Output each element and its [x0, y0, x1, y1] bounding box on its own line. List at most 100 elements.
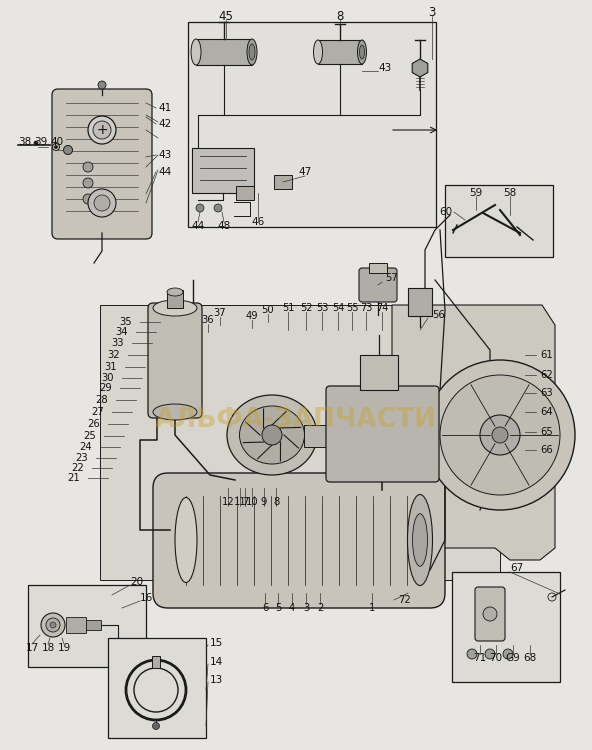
Text: G9: G9 — [506, 653, 520, 663]
Text: 19: 19 — [57, 643, 70, 653]
Circle shape — [46, 618, 60, 632]
Text: 11: 11 — [234, 497, 246, 507]
Circle shape — [483, 607, 497, 621]
Text: 32: 32 — [107, 350, 120, 360]
Circle shape — [41, 613, 65, 637]
Bar — [452, 572, 560, 682]
Ellipse shape — [167, 288, 183, 296]
Circle shape — [83, 162, 93, 172]
Bar — [100, 305, 500, 580]
Text: 26: 26 — [87, 419, 100, 429]
Text: 16: 16 — [140, 593, 153, 603]
Text: 13: 13 — [210, 675, 223, 685]
Text: 41: 41 — [158, 103, 171, 113]
Circle shape — [480, 415, 520, 455]
Text: 3: 3 — [303, 603, 309, 613]
Bar — [360, 355, 398, 390]
Text: 71: 71 — [474, 653, 487, 663]
FancyBboxPatch shape — [475, 587, 505, 641]
Bar — [86, 620, 101, 630]
Text: 8: 8 — [273, 497, 279, 507]
Text: 60: 60 — [439, 207, 452, 217]
Circle shape — [503, 649, 513, 659]
Text: 49: 49 — [246, 311, 258, 321]
Text: 18: 18 — [41, 643, 54, 653]
Text: 23: 23 — [75, 453, 88, 463]
Circle shape — [440, 375, 560, 495]
Bar — [152, 656, 160, 668]
Text: 42: 42 — [158, 119, 171, 129]
Text: 61: 61 — [540, 350, 553, 360]
Text: 67: 67 — [510, 563, 523, 573]
Text: 59: 59 — [469, 188, 482, 198]
FancyBboxPatch shape — [326, 386, 439, 482]
Text: 40: 40 — [50, 137, 63, 147]
Circle shape — [485, 649, 495, 659]
Circle shape — [425, 360, 575, 510]
Circle shape — [83, 178, 93, 188]
Bar — [274, 175, 292, 189]
Text: 56: 56 — [432, 310, 445, 320]
Text: 38: 38 — [18, 137, 31, 147]
Bar — [445, 185, 553, 257]
Circle shape — [88, 116, 116, 144]
Ellipse shape — [175, 497, 197, 583]
Text: 7: 7 — [242, 497, 248, 507]
Circle shape — [98, 81, 106, 89]
Circle shape — [153, 722, 159, 730]
Text: 62: 62 — [540, 370, 553, 380]
Bar — [369, 263, 387, 273]
Text: 47: 47 — [298, 167, 311, 177]
Text: 6: 6 — [262, 603, 268, 613]
Ellipse shape — [407, 494, 433, 586]
Text: 5: 5 — [275, 603, 281, 613]
Text: 20: 20 — [130, 577, 143, 587]
Text: 12: 12 — [221, 497, 234, 507]
Bar — [188, 22, 436, 227]
Text: 68: 68 — [523, 653, 536, 663]
Text: 45: 45 — [218, 10, 233, 22]
Text: 65: 65 — [540, 427, 553, 437]
Text: 24: 24 — [79, 442, 92, 452]
Circle shape — [83, 194, 93, 204]
Ellipse shape — [359, 45, 365, 59]
Circle shape — [63, 146, 72, 154]
Text: 9: 9 — [261, 497, 267, 507]
Text: 36: 36 — [202, 315, 214, 325]
Text: 58: 58 — [503, 188, 517, 198]
Text: +: + — [96, 123, 108, 137]
Text: 1: 1 — [369, 603, 375, 613]
Text: 30: 30 — [101, 373, 114, 383]
Text: 50: 50 — [262, 305, 274, 315]
FancyBboxPatch shape — [359, 268, 397, 302]
Text: 73: 73 — [360, 303, 372, 313]
Text: 35: 35 — [120, 317, 132, 327]
Text: 28: 28 — [95, 395, 108, 405]
Bar — [196, 39, 252, 65]
Text: 25: 25 — [83, 431, 96, 441]
Text: 74: 74 — [376, 303, 388, 313]
Text: 63: 63 — [540, 388, 552, 398]
Circle shape — [467, 649, 477, 659]
FancyBboxPatch shape — [148, 303, 202, 418]
Text: 54: 54 — [332, 303, 344, 313]
FancyBboxPatch shape — [52, 89, 152, 239]
Polygon shape — [392, 305, 555, 560]
Ellipse shape — [247, 39, 257, 65]
Ellipse shape — [314, 40, 323, 64]
Circle shape — [88, 189, 116, 217]
Ellipse shape — [191, 39, 201, 65]
FancyBboxPatch shape — [153, 473, 445, 608]
Text: 44: 44 — [191, 221, 205, 231]
Ellipse shape — [153, 300, 197, 316]
Circle shape — [492, 427, 508, 443]
Text: 17: 17 — [25, 643, 38, 653]
Text: 70: 70 — [490, 653, 503, 663]
Text: 22: 22 — [71, 463, 84, 473]
Ellipse shape — [153, 404, 197, 420]
Bar — [318, 40, 362, 64]
Polygon shape — [412, 59, 428, 77]
Text: 43: 43 — [378, 63, 391, 73]
Text: АЛЬФА-ЗАПЧАСТИ: АЛЬФА-ЗАПЧАСТИ — [155, 407, 437, 433]
Text: 48: 48 — [217, 221, 231, 231]
